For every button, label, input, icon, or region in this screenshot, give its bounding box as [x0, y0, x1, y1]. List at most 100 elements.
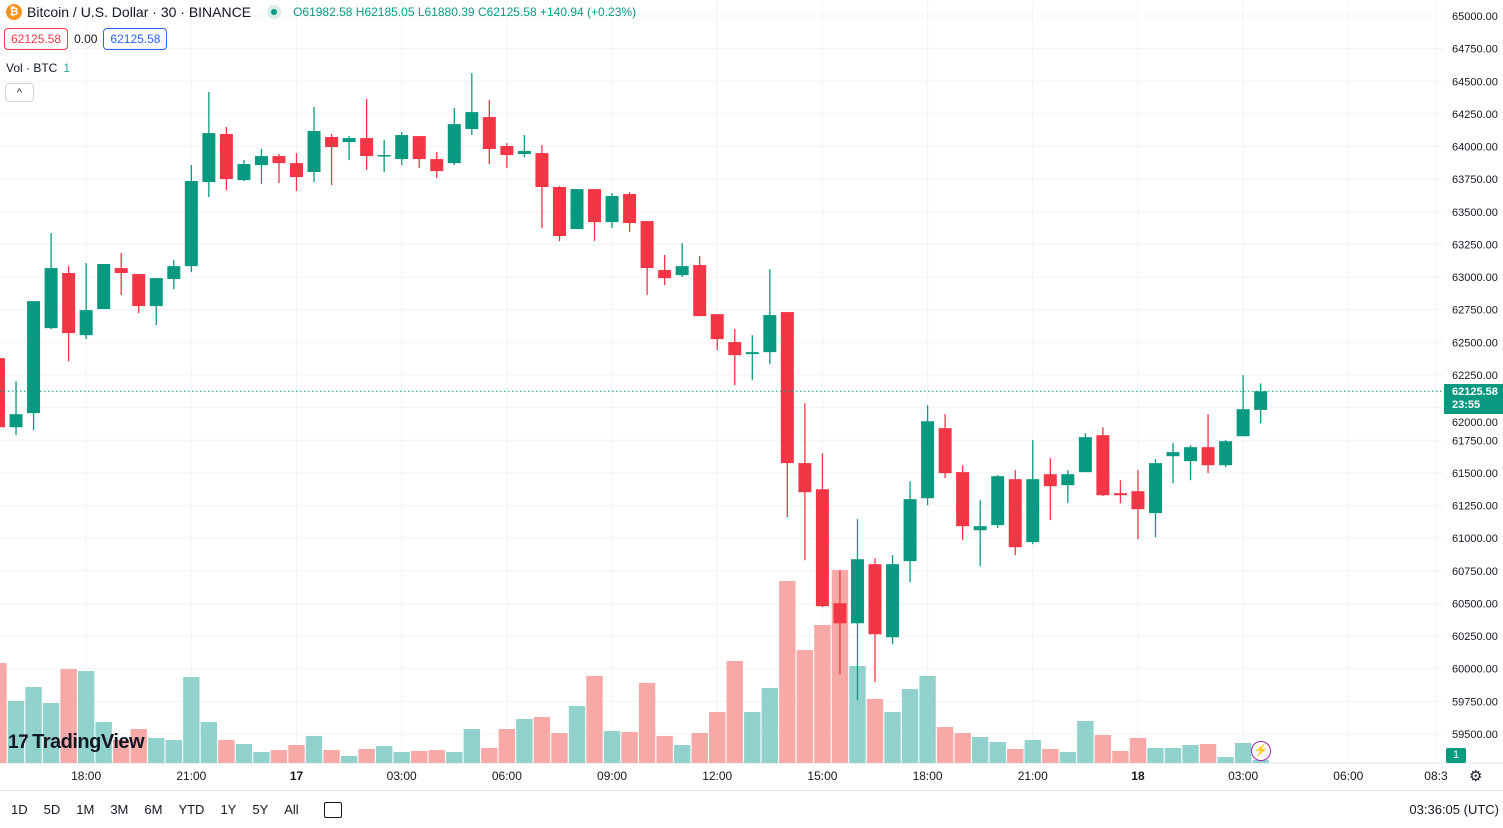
- volume-bar: [1234, 743, 1252, 763]
- x-tick-label: 18:00: [71, 769, 101, 783]
- candle-body: [9, 414, 23, 428]
- utc-clock[interactable]: 03:36:05 (UTC): [1409, 802, 1499, 817]
- range-5y[interactable]: 5Y: [252, 802, 269, 817]
- candle-body: [44, 268, 58, 329]
- y-tick-label: 64000.00: [1452, 142, 1498, 154]
- volume-bar: [551, 733, 568, 763]
- y-tick-label: 63250.00: [1452, 239, 1498, 251]
- volume-bar: [218, 740, 235, 763]
- collapse-legend-button[interactable]: ^: [5, 83, 34, 102]
- tradingview-logo[interactable]: 17 TradingView: [8, 731, 145, 754]
- volume-bar: [323, 750, 340, 763]
- y-tick-label: 64500.00: [1452, 76, 1498, 88]
- candle-body: [290, 163, 304, 178]
- volume-bar: [1007, 749, 1024, 763]
- candle-body: [1096, 435, 1110, 496]
- change-value: +140.94 (+0.23%): [540, 5, 637, 19]
- price-chart[interactable]: 65000.00 64750.00 64500.00 64250.00 64000.00…: [0, 0, 1503, 790]
- market-status-icon[interactable]: [267, 5, 282, 19]
- candle-body: [167, 266, 181, 280]
- candle-body: [1148, 463, 1162, 514]
- candle-body: [1078, 437, 1092, 473]
- candle-body: [219, 134, 233, 180]
- x-tick-label: 08:3: [1424, 769, 1448, 783]
- x-tick-label: 18:00: [913, 769, 943, 783]
- candle-body: [307, 131, 321, 173]
- y-tick-label: 61250.00: [1452, 501, 1498, 513]
- candle-body: [868, 564, 882, 635]
- candle-body: [1236, 409, 1250, 437]
- x-tick-label: 15:00: [807, 769, 837, 783]
- candle-body: [763, 315, 777, 353]
- volume-label: Vol · BTC: [6, 61, 58, 75]
- y-tick-label: 63750.00: [1452, 174, 1498, 186]
- candle-body: [1219, 441, 1233, 466]
- y-tick-label: 65000.00: [1452, 11, 1498, 23]
- sell-button[interactable]: 62125.58: [4, 28, 69, 50]
- candle-body: [517, 150, 531, 154]
- range-ytd[interactable]: YTD: [178, 802, 205, 817]
- y-tick-label: 61750.00: [1452, 435, 1498, 447]
- volume-bar: [0, 663, 7, 763]
- x-tick-label: 03:00: [387, 769, 417, 783]
- candle-body: [658, 270, 672, 279]
- current-price: 62125.58: [1452, 386, 1498, 398]
- volume-bar: [1077, 721, 1094, 763]
- pane-badge[interactable]: 1: [1446, 748, 1466, 763]
- candle-body: [921, 421, 935, 499]
- volume-bar: [1252, 760, 1269, 763]
- candle-body: [1113, 493, 1127, 496]
- range-all[interactable]: All: [284, 802, 299, 817]
- candle-body: [552, 187, 566, 237]
- candle-body: [605, 196, 619, 223]
- candle-body: [1043, 474, 1057, 487]
- y-tick-label: 64250.00: [1452, 109, 1498, 121]
- volume-bar: [42, 703, 60, 763]
- volume-bar: [130, 729, 147, 763]
- range-1m[interactable]: 1M: [76, 802, 95, 817]
- y-tick-label: 62000.00: [1452, 417, 1498, 429]
- volume-bar: [428, 750, 445, 763]
- volume-bar: [638, 683, 656, 763]
- bottom-toolbar: 1D 5D 1M 3M 6M YTD 1Y 5Y All 03:36:05 (U…: [0, 791, 1503, 828]
- range-1d[interactable]: 1D: [11, 802, 28, 817]
- volume-bar: [796, 650, 814, 763]
- volume-bar: [761, 688, 779, 763]
- bar-countdown: 23:55: [1452, 399, 1481, 411]
- volume-bar: [901, 689, 919, 763]
- range-1y[interactable]: 1Y: [220, 802, 237, 817]
- y-tick-label: 62500.00: [1452, 337, 1498, 349]
- candle-body: [1008, 479, 1022, 548]
- range-5d[interactable]: 5D: [43, 802, 61, 817]
- y-tick-label: 61000.00: [1452, 533, 1498, 545]
- go-to-date-calendar-icon[interactable]: [323, 801, 342, 818]
- x-tick-label: 06:00: [1333, 769, 1363, 783]
- lightning-icon[interactable]: ⚡: [1251, 741, 1271, 761]
- current-price-tag: 62125.58 23:55: [1444, 384, 1503, 414]
- candle-body: [97, 264, 111, 310]
- candle-body: [833, 603, 847, 624]
- settings-gear-icon[interactable]: ⚙: [1469, 768, 1483, 785]
- candle-body: [132, 274, 146, 307]
- candle-body: [79, 310, 93, 336]
- volume-bar: [691, 733, 708, 763]
- y-tick-label: 60500.00: [1452, 598, 1498, 610]
- candle-body: [360, 138, 374, 157]
- range-6m[interactable]: 6M: [144, 802, 163, 817]
- high-value: H62185.05: [355, 5, 415, 19]
- y-tick-label: 63500.00: [1452, 207, 1498, 219]
- volume-bar: [586, 676, 603, 763]
- candle-body: [675, 266, 689, 276]
- volume-bar: [270, 750, 288, 763]
- range-3m[interactable]: 3M: [110, 802, 129, 817]
- volume-bar: [726, 661, 743, 763]
- candle-body: [1166, 452, 1180, 457]
- symbol-title[interactable]: Bitcoin / U.S. Dollar · 30 · BINANCE: [27, 4, 252, 20]
- volume-bar: [1164, 748, 1182, 763]
- x-tick-label: 09:00: [597, 769, 627, 783]
- y-tick-label: 62750.00: [1452, 305, 1498, 317]
- candle-body: [903, 499, 917, 562]
- candle-body: [0, 358, 5, 428]
- buy-button[interactable]: 62125.58: [103, 28, 168, 50]
- candle-body: [693, 265, 707, 317]
